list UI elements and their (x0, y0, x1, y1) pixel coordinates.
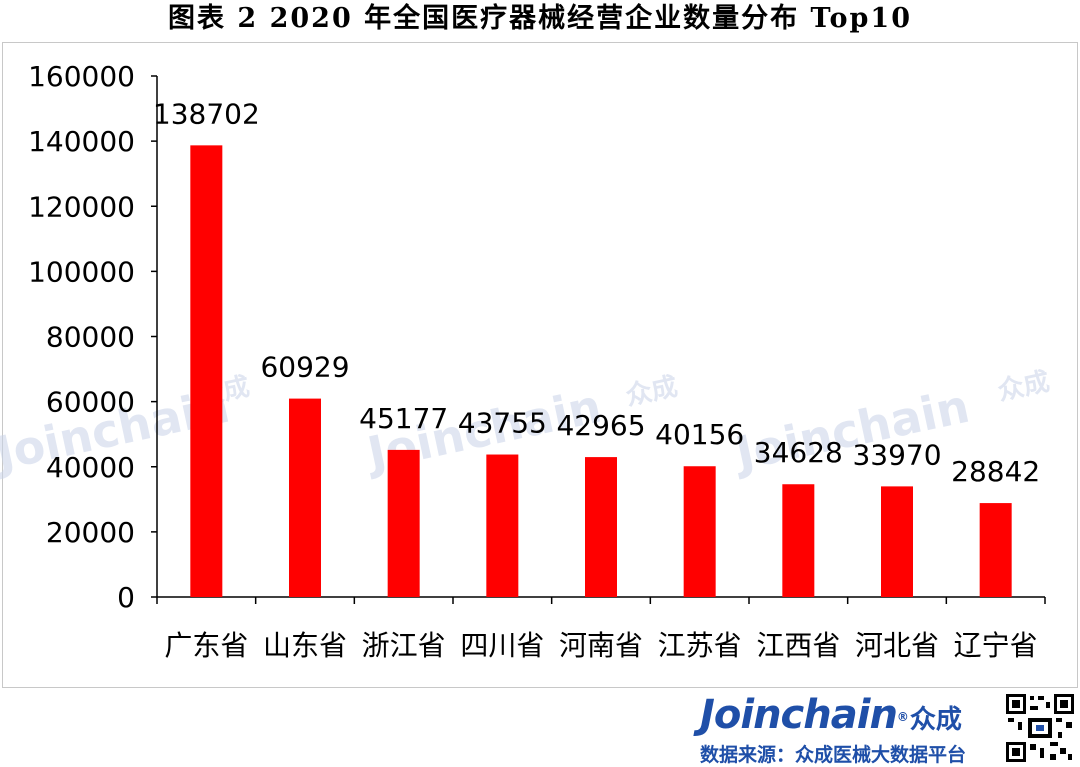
y-tick-label: 100000 (28, 255, 135, 288)
data-label: 42965 (556, 409, 645, 442)
data-source-note: 数据来源：众成医械大数据平台 (700, 744, 967, 766)
x-tick-label: 四川省 (460, 629, 544, 662)
brand-logo-text: Joinchain (700, 692, 898, 738)
x-tick-label: 浙江省 (362, 629, 446, 662)
x-tick-label: 山东省 (263, 629, 347, 662)
y-tick-label: 140000 (28, 125, 135, 158)
chart-title: 图表 2 2020 年全国医疗器械经营企业数量分布 Top10 (168, 3, 912, 34)
labels-layer: 138702 广东省 60929 山东省 45177 浙江省 43755 四川省 42965 河南… (153, 97, 1040, 662)
brand-logo: Joinchain®众成 (700, 692, 962, 738)
x-tick-label: 河南省 (559, 629, 643, 662)
bar-2 (289, 398, 321, 597)
y-tick-label: 40000 (46, 451, 135, 484)
data-label: 28842 (951, 455, 1040, 488)
watermark-center-cn: 众成 (623, 372, 680, 412)
data-label: 138702 (153, 97, 260, 130)
data-label: 34628 (754, 436, 843, 469)
bar-5 (585, 457, 617, 597)
y-tick-label: 20000 (46, 516, 135, 549)
y-tick-label: 160000 (28, 60, 135, 93)
y-tick-label: 80000 (46, 321, 135, 354)
x-tick-label: 江苏省 (658, 629, 742, 662)
x-tick-label: 江西省 (756, 629, 840, 662)
x-tick-label: 河北省 (855, 629, 939, 662)
bar-4 (486, 454, 519, 597)
y-tick-label: 60000 (46, 386, 135, 419)
bar-6 (683, 466, 716, 597)
brand-logo-dot: ® (896, 710, 909, 724)
chart-frame (2, 42, 1078, 688)
data-label: 33970 (852, 438, 941, 471)
data-label: 60929 (260, 351, 349, 384)
data-label: 40156 (655, 418, 744, 451)
axes-layer: 0 20000 40000 60000 80000 100000 120000 140000 1… (28, 60, 1046, 614)
watermark-right-cn: 众成 (995, 367, 1052, 407)
data-label: 45177 (359, 402, 448, 435)
x-tick-label: 辽宁省 (954, 629, 1038, 662)
data-label: 43755 (458, 407, 547, 440)
qr-code-icon (1004, 692, 1076, 764)
y-tick-label: 0 (117, 581, 135, 614)
bar-8 (881, 486, 913, 597)
bar-7 (782, 484, 815, 597)
bar-9 (979, 503, 1012, 597)
y-tick-label: 120000 (28, 190, 135, 223)
brand-logo-cn: 众成 (909, 705, 962, 735)
x-tick-label: 广东省 (164, 629, 248, 662)
bars-layer (190, 145, 1012, 597)
bar-3 (387, 449, 420, 597)
bar-1 (190, 145, 223, 597)
